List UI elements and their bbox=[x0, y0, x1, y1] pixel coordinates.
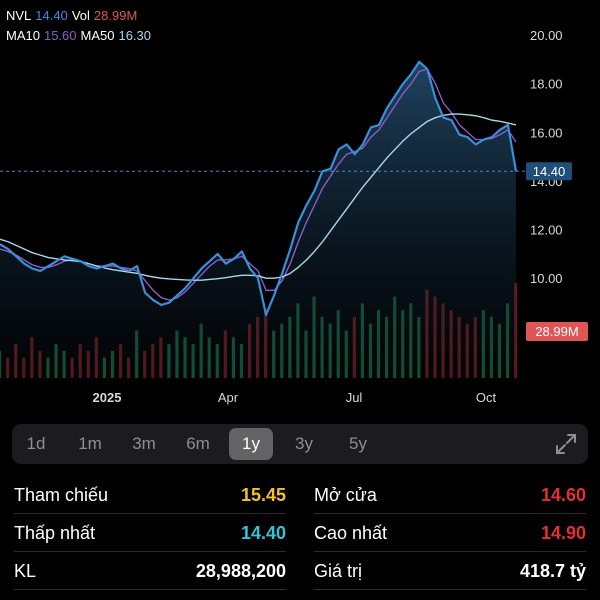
ref-value: 15.45 bbox=[240, 485, 286, 505]
value-value: 418.7 tỷ bbox=[519, 561, 586, 581]
volume-label: KL bbox=[14, 561, 37, 581]
low-cell: Thấp nhất 14.40 bbox=[14, 514, 286, 552]
y-tick-label: 16.00 bbox=[530, 125, 563, 140]
y-tick-label: 20.00 bbox=[530, 28, 563, 43]
current-price-tag: 14.40 bbox=[533, 164, 566, 179]
price-chart[interactable]: 20.0018.0016.0014.0012.0010.008.002025Ap… bbox=[0, 0, 600, 412]
stats-row-2: Thấp nhất 14.40 Cao nhất 14.90 bbox=[14, 514, 586, 552]
stats-row-1: Tham chiếu 15.45 Mở cửa 14.60 bbox=[14, 476, 586, 514]
value-label: Giá trị bbox=[314, 561, 363, 581]
range-3m[interactable]: 3m bbox=[132, 434, 156, 453]
x-tick-label: Apr bbox=[218, 390, 239, 405]
open-cell: Mở cửa 14.60 bbox=[314, 476, 586, 514]
open-value: 14.60 bbox=[540, 485, 586, 505]
ma50-label: MA50 bbox=[80, 28, 115, 43]
range-3y[interactable]: 3y bbox=[295, 434, 313, 453]
high-value: 14.90 bbox=[540, 523, 586, 543]
legend-line-1: NVL 14.40 Vol 28.99M bbox=[6, 8, 141, 24]
y-tick-label: 12.00 bbox=[530, 223, 563, 238]
ma10-value: 15.60 bbox=[43, 28, 77, 43]
price-area bbox=[0, 61, 516, 378]
low-value: 14.40 bbox=[240, 523, 286, 543]
ma50-value: 16.30 bbox=[118, 28, 152, 43]
x-tick-label: Oct bbox=[476, 390, 497, 405]
high-cell: Cao nhất 14.90 bbox=[314, 514, 586, 552]
volume-value: 28,988,200 bbox=[195, 561, 286, 581]
range-5y[interactable]: 5y bbox=[349, 434, 367, 453]
current-price-tag-bg bbox=[526, 162, 572, 181]
symbol-label: NVL bbox=[6, 8, 32, 23]
volume-tag-bg bbox=[526, 322, 588, 341]
open-label: Mở cửa bbox=[314, 485, 377, 505]
range-selector: 1d 1m 3m 6m 1y 3y 5y bbox=[12, 424, 588, 464]
vol-label: Vol bbox=[71, 8, 90, 23]
legend-line-2: MA10 15.60 MA50 16.30 bbox=[6, 28, 155, 44]
range-1d[interactable]: 1d bbox=[26, 434, 46, 453]
volume-tag: 28.99M bbox=[535, 324, 578, 339]
ref-cell: Tham chiếu 15.45 bbox=[14, 476, 286, 514]
ma10-label: MA10 bbox=[6, 28, 40, 43]
range-1y[interactable]: 1y bbox=[229, 428, 273, 460]
ma50-series-line bbox=[0, 113, 517, 281]
high-label: Cao nhất bbox=[314, 523, 388, 543]
price-series-line bbox=[0, 60, 518, 316]
stats-row-3: KL 28,988,200 Giá trị 418.7 tỷ bbox=[14, 552, 586, 590]
range-6m[interactable]: 6m bbox=[186, 434, 210, 453]
y-tick-label: 18.00 bbox=[530, 77, 563, 92]
ref-label: Tham chiếu bbox=[14, 485, 109, 505]
value-cell: Giá trị 418.7 tỷ bbox=[314, 552, 586, 590]
price-value: 14.40 bbox=[35, 8, 68, 23]
range-1m[interactable]: 1m bbox=[78, 434, 102, 453]
vol-value: 28.99M bbox=[93, 8, 138, 23]
volume-cell: KL 28,988,200 bbox=[14, 552, 286, 590]
y-tick-label: 10.00 bbox=[530, 271, 563, 286]
expand-icon[interactable] bbox=[554, 432, 578, 456]
x-tick-label: Jul bbox=[346, 390, 363, 405]
x-tick-label: 2025 bbox=[93, 390, 122, 405]
low-label: Thấp nhất bbox=[14, 523, 96, 543]
